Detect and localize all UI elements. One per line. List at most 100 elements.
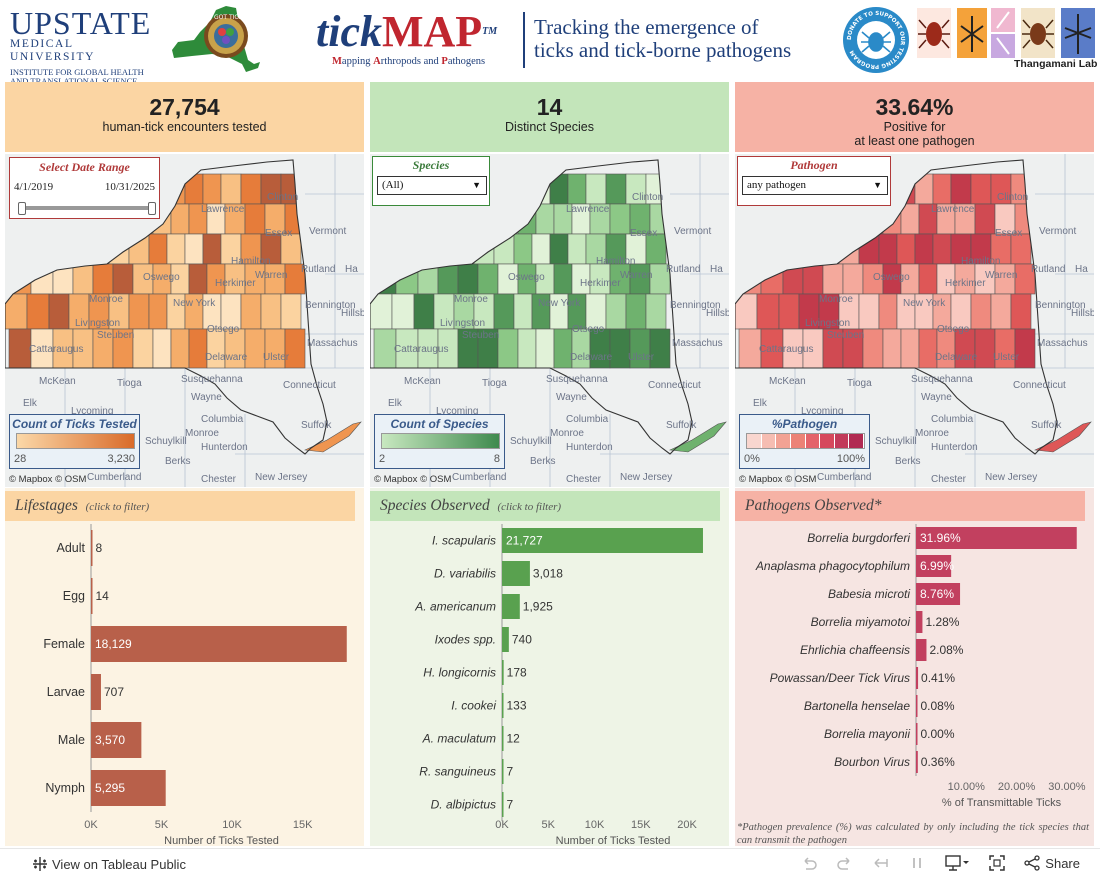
county-shape[interactable] — [92, 263, 114, 295]
county-shape[interactable] — [625, 293, 647, 330]
bar[interactable] — [91, 530, 93, 566]
county-shape[interactable] — [778, 293, 800, 330]
slider-start-handle[interactable] — [18, 202, 26, 215]
category-label[interactable]: Bartonella henselae — [804, 699, 910, 713]
category-label[interactable]: Babesia microti — [828, 587, 910, 601]
category-label[interactable]: Adult — [57, 541, 86, 555]
county-shape[interactable] — [918, 263, 938, 295]
county-shape[interactable] — [513, 233, 533, 265]
category-label[interactable]: Ehrlichia chaffeensis — [800, 643, 910, 657]
county-shape[interactable] — [649, 328, 671, 369]
species-filter[interactable]: Species (All) ▼ — [372, 156, 490, 206]
county-shape[interactable] — [284, 328, 306, 369]
bar[interactable] — [916, 751, 918, 773]
category-label[interactable]: Egg — [63, 589, 85, 603]
category-label[interactable]: H. longicornis — [423, 666, 496, 680]
category-label[interactable]: D. variabilis — [434, 567, 496, 581]
county-shape[interactable] — [970, 173, 992, 205]
share-button[interactable]: Share — [1024, 855, 1080, 871]
bar[interactable] — [91, 626, 347, 662]
bar[interactable] — [502, 594, 520, 619]
bar[interactable] — [502, 660, 504, 685]
long-island-county[interactable] — [1033, 421, 1092, 453]
county-shape[interactable] — [437, 263, 459, 295]
species-observed-chart[interactable]: I. scapularis 21,727 D. variabilis 3,018 A. … — [370, 524, 729, 846]
category-label[interactable]: Borrelia miyamotoi — [811, 615, 911, 629]
county-shape[interactable] — [152, 328, 172, 369]
county-shape[interactable] — [184, 233, 204, 265]
county-shape[interactable] — [970, 293, 992, 330]
county-shape[interactable] — [220, 173, 242, 205]
long-island-county[interactable] — [668, 421, 727, 453]
county-shape[interactable] — [8, 328, 32, 369]
county-shape[interactable] — [391, 293, 415, 330]
county-shape[interactable] — [802, 263, 824, 295]
category-label[interactable]: I. cookei — [451, 699, 496, 713]
bar[interactable] — [916, 583, 961, 605]
date-range-filter[interactable]: Select Date Range 4/1/2019 10/31/2025 — [9, 157, 160, 219]
revert-icon[interactable] — [872, 854, 890, 872]
county-shape[interactable] — [862, 328, 884, 369]
county-shape[interactable] — [513, 293, 533, 330]
category-label[interactable]: A. americanum — [414, 600, 496, 614]
bar[interactable] — [91, 722, 142, 758]
pause-icon[interactable] — [908, 854, 926, 872]
slider-track[interactable] — [18, 206, 156, 210]
bar[interactable] — [916, 695, 918, 717]
county-shape[interactable] — [609, 328, 631, 369]
county-shape[interactable] — [244, 203, 266, 235]
county-shape[interactable] — [280, 293, 302, 330]
county-shape[interactable] — [842, 263, 864, 295]
county-shape[interactable] — [645, 293, 667, 330]
chevron-down-icon[interactable]: ▼ — [873, 180, 882, 190]
county-shape[interactable] — [822, 263, 844, 295]
county-shape[interactable] — [585, 173, 607, 205]
category-label[interactable]: Powassan/Deer Tick Virus — [770, 671, 910, 685]
got-ticks-ny-logo[interactable]: GOT TICKS? — [164, 2, 264, 78]
county-shape[interactable] — [493, 293, 515, 330]
county-shape[interactable] — [202, 173, 222, 205]
county-shape[interactable] — [244, 328, 266, 369]
species-select[interactable]: (All) ▼ — [377, 176, 487, 195]
county-shape[interactable] — [878, 293, 898, 330]
bar[interactable] — [916, 611, 923, 633]
county-shape[interactable] — [567, 173, 587, 205]
county-shape[interactable] — [497, 328, 519, 369]
category-label[interactable]: Borrelia burgdorferi — [807, 531, 910, 545]
category-label[interactable]: Nymph — [45, 781, 85, 795]
county-shape[interactable] — [373, 328, 397, 369]
county-shape[interactable] — [48, 293, 70, 330]
date-range-slider[interactable] — [18, 202, 156, 215]
date-range-end[interactable]: 10/31/2025 — [104, 181, 155, 193]
county-shape[interactable] — [72, 263, 94, 295]
view-on-tableau-link[interactable]: View on Tableau Public — [32, 856, 186, 872]
bar[interactable] — [91, 770, 166, 806]
county-shape[interactable] — [609, 203, 631, 235]
county-shape[interactable] — [882, 328, 902, 369]
ticks-tested-map-svg[interactable]: Lawrence Clinton Essex Vermont Ha Oswego Rutla… — [5, 154, 364, 487]
county-shape[interactable] — [549, 233, 569, 265]
county-shape[interactable] — [878, 233, 898, 265]
county-shape[interactable] — [166, 233, 186, 265]
county-shape[interactable] — [240, 173, 262, 205]
date-range-start[interactable]: 4/1/2019 — [14, 181, 54, 193]
category-label[interactable]: Male — [58, 733, 85, 747]
county-shape[interactable] — [974, 203, 996, 235]
pathogens-observed-chart[interactable]: Borrelia burgdorferi 31.96% Anaplasma phag… — [735, 524, 1094, 824]
county-shape[interactable] — [170, 328, 190, 369]
category-label[interactable]: Bourbon Virus — [834, 755, 910, 769]
download-icon[interactable] — [944, 854, 970, 872]
county-shape[interactable] — [148, 233, 168, 265]
county-shape[interactable] — [950, 173, 972, 205]
undo-icon[interactable] — [800, 854, 818, 872]
county-shape[interactable] — [1010, 293, 1032, 330]
upstate-logo[interactable]: UPSTATE MEDICAL UNIVERSITY INSTITUTE FOR… — [10, 7, 150, 86]
county-shape[interactable] — [914, 233, 934, 265]
tickmap-logo[interactable]: tickMAPTM Mapping Arthropods and Pathoge… — [316, 8, 497, 68]
long-island-county[interactable] — [303, 421, 362, 453]
bar[interactable] — [916, 723, 918, 745]
pathogen-select[interactable]: any pathogen ▼ — [742, 176, 888, 195]
county-shape[interactable] — [553, 263, 573, 295]
county-shape[interactable] — [128, 293, 150, 330]
bar[interactable] — [91, 674, 101, 710]
